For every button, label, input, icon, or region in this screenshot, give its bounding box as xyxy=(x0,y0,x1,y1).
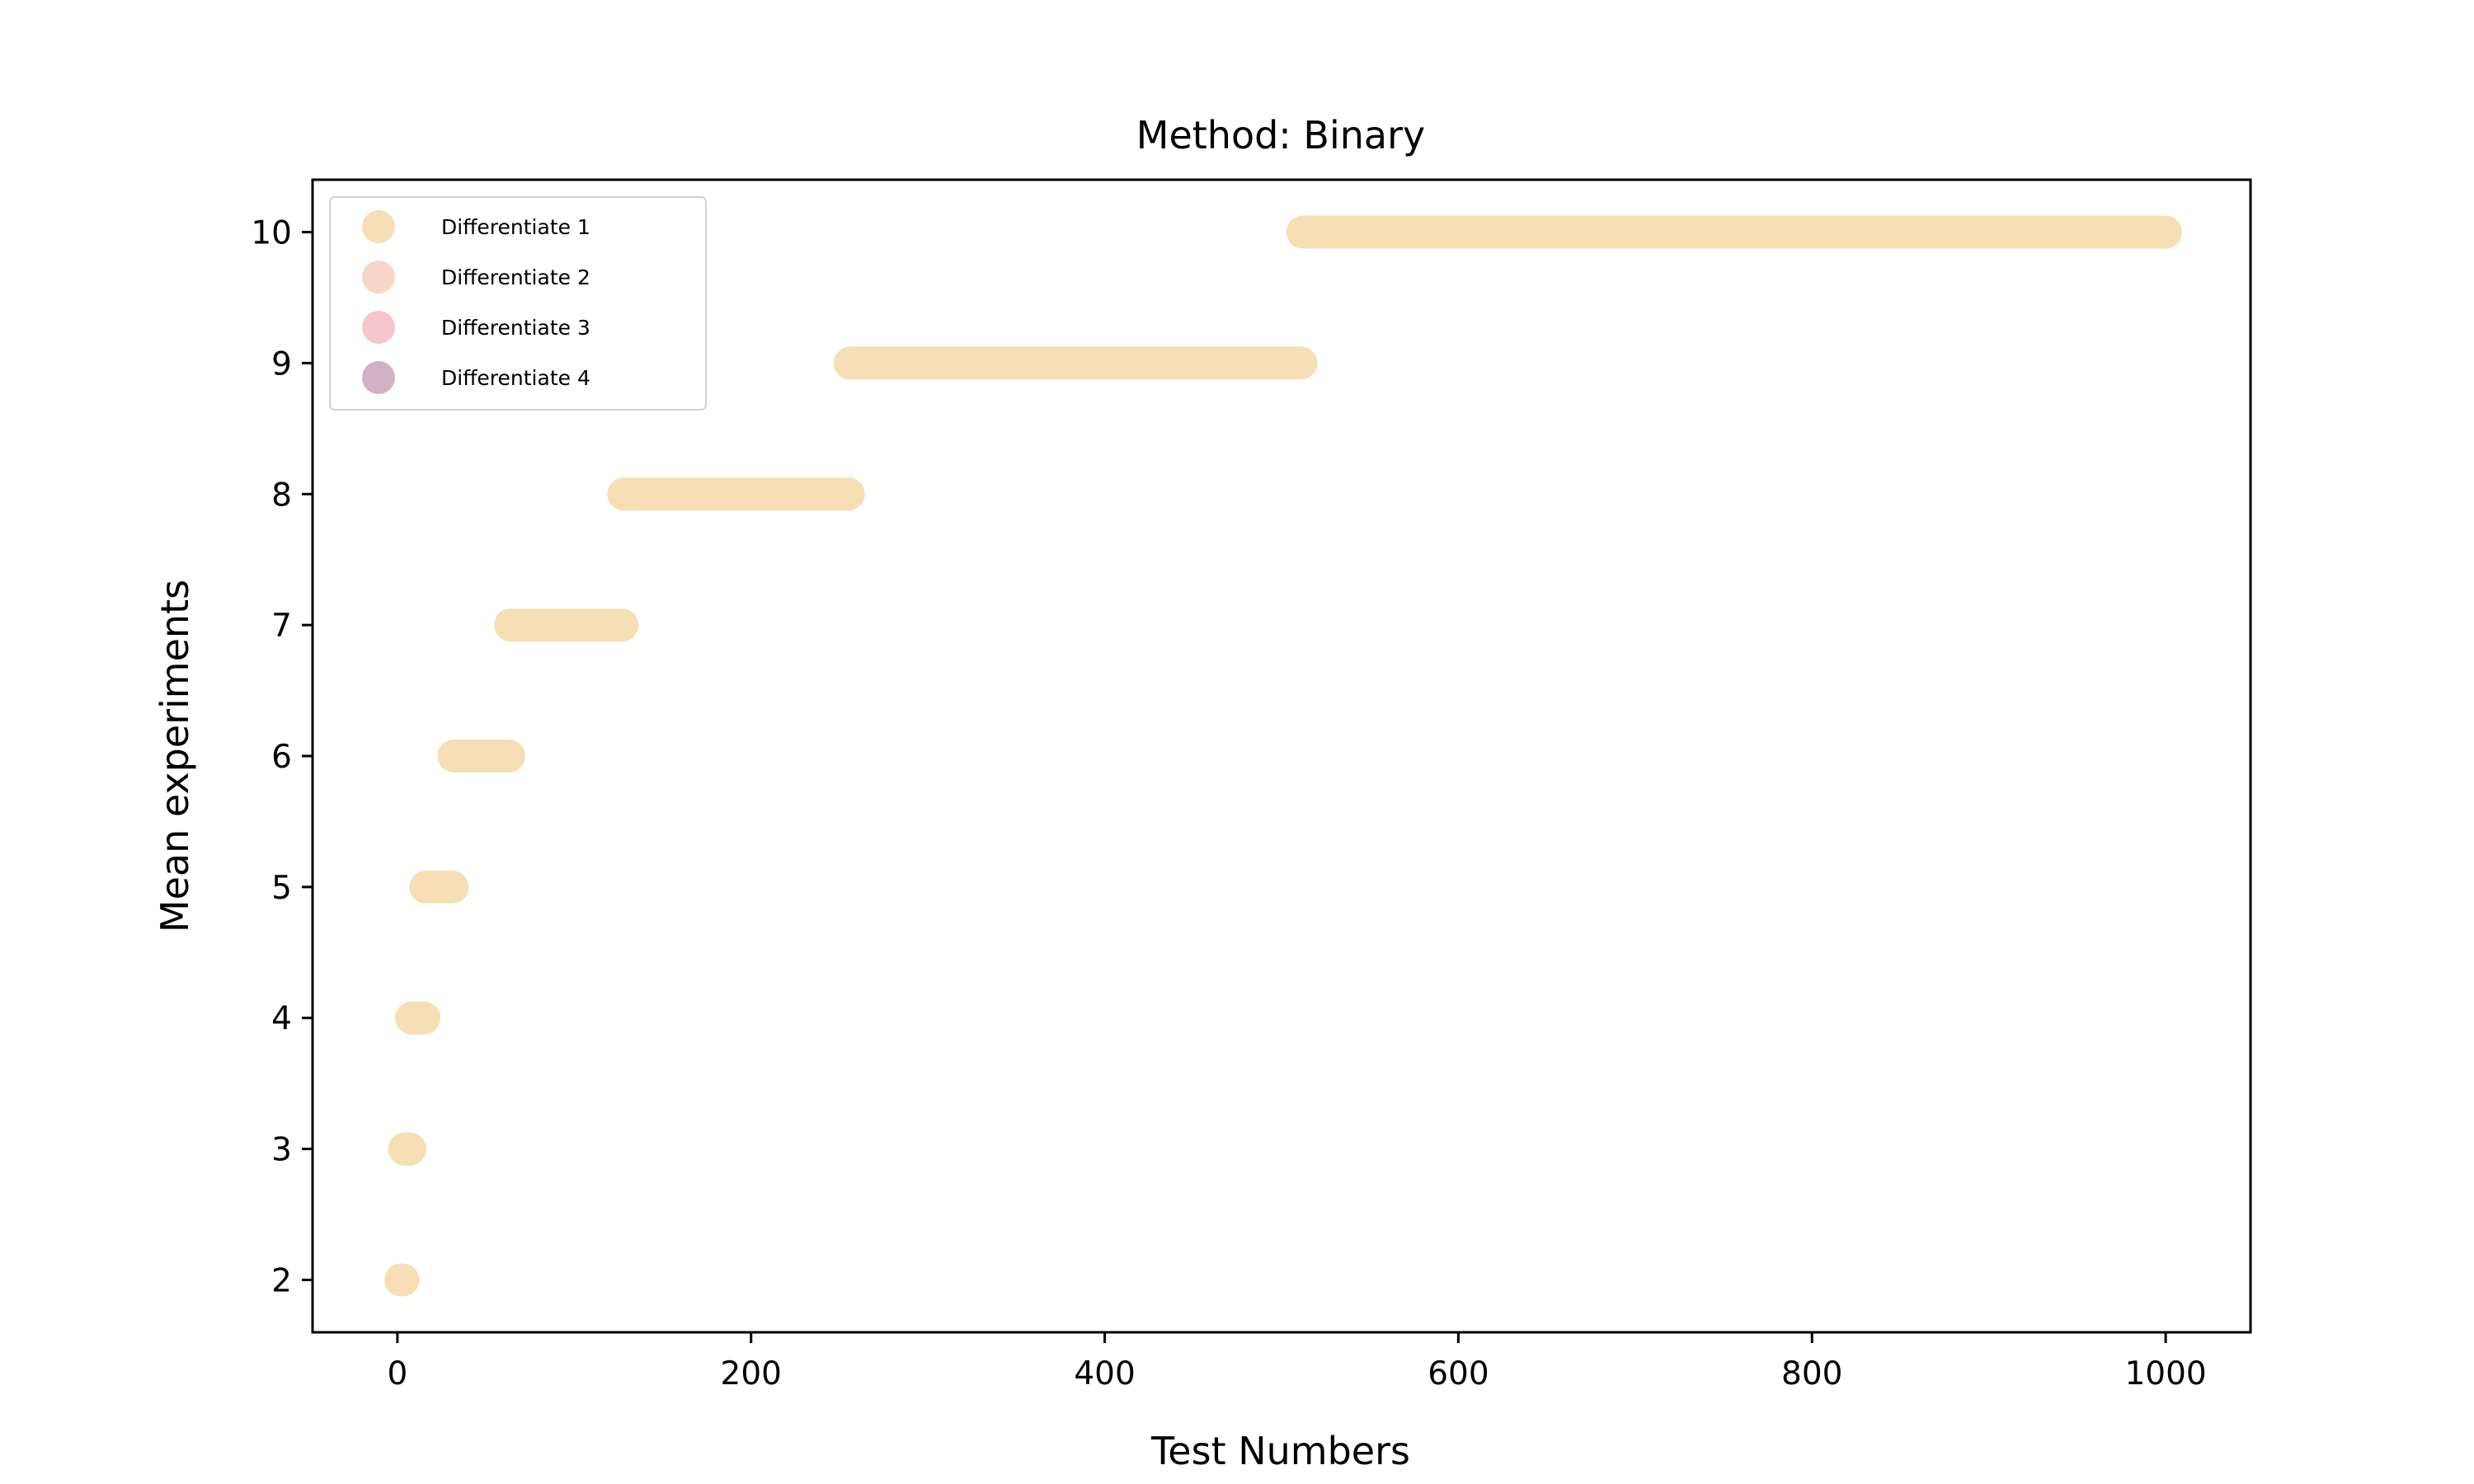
x-axis-label: Test Numbers xyxy=(1150,1429,1410,1473)
y-axis: 2 3 4 5 6 7 8 9 10 xyxy=(251,215,313,1299)
legend-entry-label: Differentiate 3 xyxy=(441,316,590,340)
y-tick-label: 10 xyxy=(251,215,292,252)
x-tick-label: 800 xyxy=(1781,1355,1842,1392)
y-tick-label: 8 xyxy=(271,477,292,514)
series-1-points-y7 xyxy=(494,608,639,642)
series-1-points-y8 xyxy=(607,477,865,511)
series-1-points-y5 xyxy=(409,870,469,904)
legend-marker xyxy=(362,261,395,294)
y-tick-label: 3 xyxy=(271,1132,292,1169)
data-point-run xyxy=(607,477,865,511)
data-point-run xyxy=(1286,215,2183,249)
data-point-run xyxy=(395,1001,441,1035)
y-tick-label: 4 xyxy=(271,1001,292,1038)
legend-marker xyxy=(362,210,395,243)
x-tick-label: 400 xyxy=(1074,1355,1135,1392)
legend-entry-label: Differentiate 4 xyxy=(441,366,590,390)
data-point-run xyxy=(384,1263,420,1297)
data-point-run xyxy=(437,740,526,773)
series-1-points-y6 xyxy=(437,740,526,773)
x-tick-label: 1000 xyxy=(2124,1355,2206,1392)
plot-area xyxy=(384,215,2183,1297)
y-tick-label: 6 xyxy=(271,739,292,776)
x-tick-label: 200 xyxy=(721,1355,782,1392)
x-axis: 0 200 400 600 800 1000 xyxy=(388,1332,2207,1392)
x-tick-label: 0 xyxy=(388,1355,408,1392)
series-1-points-y2 xyxy=(384,1263,420,1297)
legend-marker xyxy=(362,311,395,344)
chart-title: Method: Binary xyxy=(1136,113,1425,157)
y-tick-label: 5 xyxy=(271,870,292,907)
series-1-points-y10 xyxy=(1286,215,2183,249)
series-1-points-y4 xyxy=(395,1001,441,1035)
x-tick-label: 600 xyxy=(1427,1355,1489,1392)
legend-marker xyxy=(362,361,395,394)
data-point-run xyxy=(833,346,1318,380)
legend-entry-label: Differentiate 1 xyxy=(441,215,590,239)
data-point-run xyxy=(494,608,639,642)
y-axis-label: Mean experiments xyxy=(153,580,197,932)
legend-entry-label: Differentiate 2 xyxy=(441,265,590,289)
legend-box xyxy=(329,196,707,411)
series-1-points-y9 xyxy=(833,346,1318,380)
legend: Differentiate 1 Differentiate 2 Differenti… xyxy=(329,196,707,411)
y-tick-label: 7 xyxy=(271,608,292,645)
y-tick-label: 9 xyxy=(271,345,292,383)
data-point-run xyxy=(388,1132,426,1166)
data-point-run xyxy=(409,870,469,904)
series-1-points-y3 xyxy=(388,1132,426,1166)
y-tick-label: 2 xyxy=(271,1262,292,1299)
